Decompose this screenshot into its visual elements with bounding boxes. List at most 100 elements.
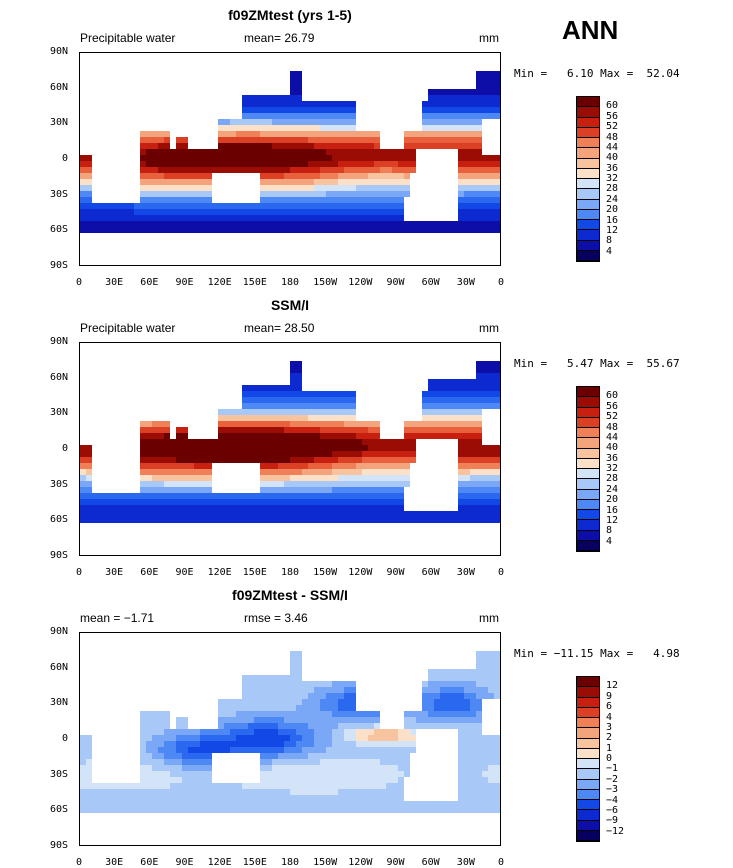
map-cell — [92, 233, 99, 240]
map-cell — [110, 541, 117, 548]
map-cell — [116, 101, 123, 108]
map-cell — [266, 209, 273, 216]
map-cell — [380, 263, 387, 265]
map-cell — [146, 457, 153, 464]
map-cell — [410, 173, 417, 180]
map-cell — [278, 155, 285, 162]
map-cell — [446, 481, 453, 488]
map-cell — [134, 131, 141, 138]
map-cell — [494, 137, 500, 144]
map-cell — [134, 245, 141, 252]
map-cell — [314, 391, 321, 398]
map-cell — [254, 349, 261, 356]
map-cell — [374, 343, 381, 350]
map-cell — [290, 239, 297, 246]
map-cell — [290, 529, 297, 536]
map-cell — [302, 451, 309, 458]
map-cell — [452, 433, 459, 440]
map-cell — [422, 541, 429, 548]
map-cell — [320, 445, 327, 452]
map-cell — [260, 469, 267, 476]
map-cell — [440, 197, 447, 204]
map-cell — [386, 379, 393, 386]
map-cell — [212, 541, 219, 548]
map-cell — [206, 95, 213, 102]
map-cell — [140, 445, 147, 452]
map-cell — [116, 523, 123, 530]
map-cell — [278, 361, 285, 368]
map-cell — [218, 475, 225, 482]
map-cell — [344, 239, 351, 246]
map-cell — [86, 469, 93, 476]
map-cell — [458, 511, 465, 518]
map-cell — [260, 83, 267, 90]
colorbar-label: 24 — [606, 194, 618, 205]
map-cell — [368, 251, 375, 258]
map-cell — [146, 535, 153, 542]
map-cell — [92, 403, 99, 410]
map-cell — [386, 517, 393, 524]
map-cell — [266, 529, 273, 536]
map-cell — [290, 173, 297, 180]
map-cell — [170, 523, 177, 530]
map-cell — [458, 403, 465, 410]
map-cell — [80, 535, 87, 542]
map-cell — [476, 367, 483, 374]
map-cell — [410, 421, 417, 428]
map-cell — [200, 451, 207, 458]
map-cell — [296, 137, 303, 144]
map-cell — [332, 397, 339, 404]
map-cell — [170, 167, 177, 174]
map-cell — [296, 541, 303, 548]
map-cell — [104, 373, 111, 380]
map-cell — [482, 379, 489, 386]
map-cell — [428, 367, 435, 374]
map-cell — [344, 433, 351, 440]
map-cell — [452, 505, 459, 512]
map-cell — [200, 457, 207, 464]
map-cell — [164, 457, 171, 464]
map-cell — [452, 65, 459, 72]
map-cell — [422, 493, 429, 500]
map-cell — [380, 155, 387, 162]
map-cell — [206, 349, 213, 356]
map-cell — [170, 361, 177, 368]
map-cell — [404, 131, 411, 138]
map-cell — [212, 547, 219, 554]
map-cell — [356, 463, 363, 470]
map-cell — [116, 161, 123, 168]
map-cell — [254, 131, 261, 138]
map-cell — [458, 203, 465, 210]
map-cell — [314, 191, 321, 198]
map-cell — [476, 131, 483, 138]
map-cell — [308, 523, 315, 530]
map-cell — [164, 391, 171, 398]
map-cell — [482, 245, 489, 252]
map-cell — [338, 167, 345, 174]
map-cell — [80, 149, 87, 156]
map-cell — [422, 89, 429, 96]
map-cell — [428, 251, 435, 258]
map-cell — [92, 547, 99, 554]
map-cell — [374, 355, 381, 362]
map-cell — [428, 421, 435, 428]
map-cell — [386, 541, 393, 548]
map-cell — [176, 185, 183, 192]
map-cell — [380, 379, 387, 386]
map-cell — [314, 499, 321, 506]
map-cell — [350, 185, 357, 192]
map-cell — [110, 263, 117, 265]
map-cell — [290, 95, 297, 102]
map-cell — [302, 493, 309, 500]
map-cell — [344, 173, 351, 180]
map-cell — [140, 191, 147, 198]
map-cell — [296, 457, 303, 464]
map-cell — [290, 493, 297, 500]
map-cell — [200, 71, 207, 78]
map-cell — [422, 185, 429, 192]
map-cell — [344, 191, 351, 198]
map-cell — [152, 451, 159, 458]
map-cell — [98, 343, 105, 350]
map-cell — [248, 367, 255, 374]
map-cell — [86, 137, 93, 144]
